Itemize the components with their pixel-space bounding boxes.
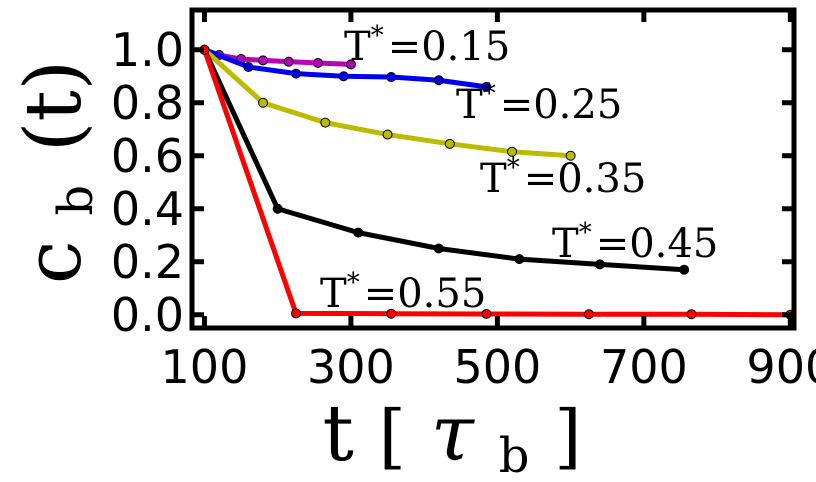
series-annotation: T* =0.55 [320,268,486,317]
series-annotation: T* =0.35 [480,153,646,202]
data-point [679,264,690,275]
data-point [258,97,269,108]
svg-text:t [ τ b: t [ τ b ] [322,389,581,482]
data-point [272,203,283,214]
y-tick-label: 0.4 [111,182,184,236]
data-point [386,308,397,319]
data-point [243,61,254,72]
data-point [345,59,356,70]
x-tick-label: 900 [746,340,816,394]
plot-frame [189,7,797,331]
x-axis-title-main: t [322,389,353,479]
data-point [583,309,594,320]
y-tick-label: 0.2 [111,235,184,289]
y-tick-label: 1.0 [111,23,184,77]
x-tick-label: 100 [161,340,249,394]
y-axis-title: c b (t) [9,60,111,284]
y-tick-label: 0.6 [111,129,184,183]
data-point [514,254,525,265]
data-point [433,243,444,254]
x-tick-label: 700 [600,340,688,394]
x-axis-title-bracket-open: [ [379,395,406,477]
series-layer [199,44,796,320]
data-point [444,138,455,149]
y-tick-label: 0.0 [111,288,184,342]
series-annotation: T* =0.15 [344,21,510,70]
data-point [258,55,269,66]
series-annotation: T* =0.25 [456,79,622,128]
data-point [290,308,301,319]
data-point [686,309,697,320]
data-point [594,259,605,270]
data-point [481,308,492,319]
x-axis-title: t [ τ b ] [322,389,581,482]
series-annotation: T* =0.45 [552,218,718,267]
data-point [481,81,492,92]
data-point [338,71,349,82]
data-point [386,72,397,83]
x-tick-label: 500 [453,340,541,394]
series-0 [199,44,356,70]
tick-layer: 100 300 500 700 900 0.00.20.40.60.81.0 [111,10,816,394]
y-axis-title-main: c [9,240,99,284]
data-point [312,58,323,68]
x-axis-title-unit: τ [431,389,476,479]
data-point [382,129,393,140]
data-point [565,150,576,161]
y-axis-title-sub: b [48,185,104,216]
x-axis-title-bracket-close: ] [554,395,581,477]
data-point [290,68,301,79]
x-axis-title-unit-sub: b [499,428,530,482]
data-point [283,56,294,67]
y-tick-label: 0.8 [111,76,184,130]
svg-text:c b (t): c b (t) [9,60,111,284]
data-point [353,227,364,238]
y-axis-title-arg: (t) [9,60,99,152]
data-point [320,117,331,128]
annotation-layer: T* =0.15 T* =0.25 T* =0.35 T* =0.45 T* =0.55 [320,21,718,317]
x-tick-label: 300 [307,340,395,394]
data-point [433,75,444,86]
data-point [507,146,518,157]
